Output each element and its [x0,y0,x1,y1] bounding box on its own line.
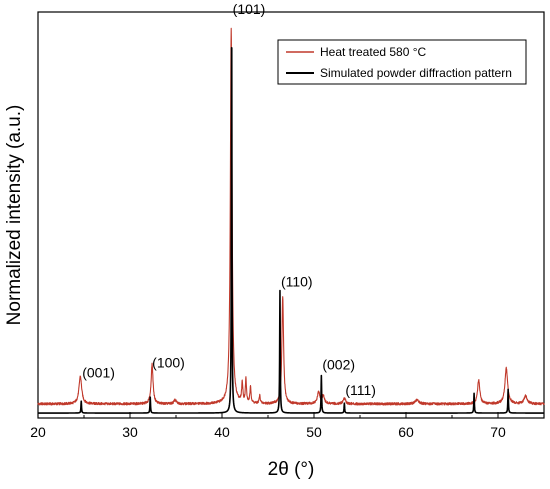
legend-box [277,39,527,85]
peak-label: (110) [281,274,313,290]
plot-frame [37,11,545,419]
series-layer [37,27,545,414]
series-line-simulated [37,47,545,414]
x-axis-tick-labels: 20 30 40 50 60 70 [30,424,506,440]
x-tick-label-50: 50 [306,424,322,440]
peak-label: (111) [345,382,376,398]
x-tick-label-60: 60 [398,424,414,440]
legend-label-heat-treated: Heat treated 580 °C [320,45,427,59]
peak-label: (100) [152,355,185,371]
y-axis-title: Normalized intensity (a.u.) [4,105,25,326]
peak-annotations: (001) (100) (101) (110) (002) (111) [82,1,376,398]
x-tick-label-20: 20 [30,424,46,440]
peak-label: (002) [322,357,355,373]
legend: Heat treated 580 °C Simulated powder dif… [277,39,527,85]
x-tick-label-40: 40 [214,424,230,440]
peak-label: (001) [82,364,115,380]
peak-label: (101) [233,1,266,17]
series-line-heat-treated [37,27,545,406]
legend-label-simulated: Simulated powder diffraction pattern [320,66,512,80]
x-axis-title: 2θ (°) [268,459,315,480]
x-tick-label-30: 30 [122,424,138,440]
x-tick-label-70: 70 [490,424,506,440]
